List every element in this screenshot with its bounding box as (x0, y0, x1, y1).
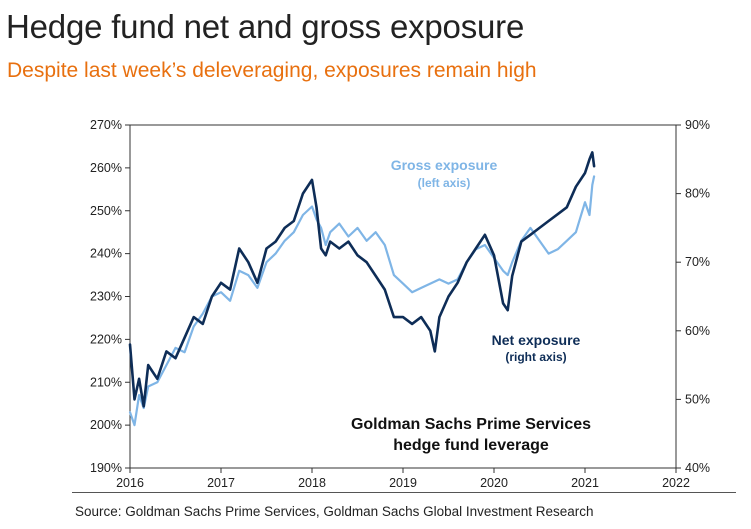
chart-box-label-line1: Goldman Sachs Prime Services (351, 416, 591, 433)
left-axis-tick-label: 220% (90, 332, 122, 346)
gross-exposure-line (128, 175, 596, 427)
x-axis-tick-label: 2019 (389, 476, 417, 490)
x-axis-tick-label: 2017 (207, 476, 235, 490)
left-axis-tick-label: 230% (90, 290, 122, 304)
net-exposure-line (128, 151, 596, 408)
gross-series-label: Gross exposure (391, 157, 498, 173)
left-axis-tick-label: 190% (90, 461, 122, 475)
chart-annotations: Gross exposure (left axis) Net exposure … (351, 157, 591, 454)
x-axis-tick-label: 2020 (480, 476, 508, 490)
left-axis-tick-label: 210% (90, 375, 122, 389)
x-axis-tick-label: 2021 (571, 476, 599, 490)
net-series-label: Net exposure (492, 332, 581, 348)
right-axis-tick-label: 90% (685, 118, 710, 132)
chart-series (128, 151, 596, 427)
page-subtitle: Despite last week’s deleveraging, exposu… (7, 59, 537, 82)
left-axis-tick-label: 200% (90, 418, 122, 432)
chart-box-label-line2: hedge fund leverage (393, 437, 549, 454)
x-axis-tick-label: 2016 (116, 476, 144, 490)
net-axis-note: (right axis) (505, 350, 566, 364)
left-axis-tick-label: 270% (90, 118, 122, 132)
x-axis-tick-label: 2018 (298, 476, 326, 490)
right-axis-tick-label: 70% (685, 255, 710, 269)
right-axis-tick-label: 50% (685, 392, 710, 406)
left-axis-tick-label: 250% (90, 204, 122, 218)
chart-axes: 190% 200% 210% 220% 230% 240% 250% 260% 270% 40% 5… (90, 118, 710, 490)
right-axis-tick-label: 80% (685, 187, 710, 201)
x-axis-tick-label: 2022 (662, 476, 690, 490)
right-axis-tick-label: 60% (685, 324, 710, 338)
gross-axis-note: (left axis) (418, 176, 471, 190)
source-note: Source: Goldman Sachs Prime Services, Go… (75, 504, 594, 519)
left-axis-tick-label: 240% (90, 247, 122, 261)
page-title: Hedge fund net and gross exposure (6, 8, 525, 45)
right-axis-tick-label: 40% (685, 461, 710, 475)
left-axis-tick-label: 260% (90, 161, 122, 175)
footer-divider (72, 492, 736, 493)
